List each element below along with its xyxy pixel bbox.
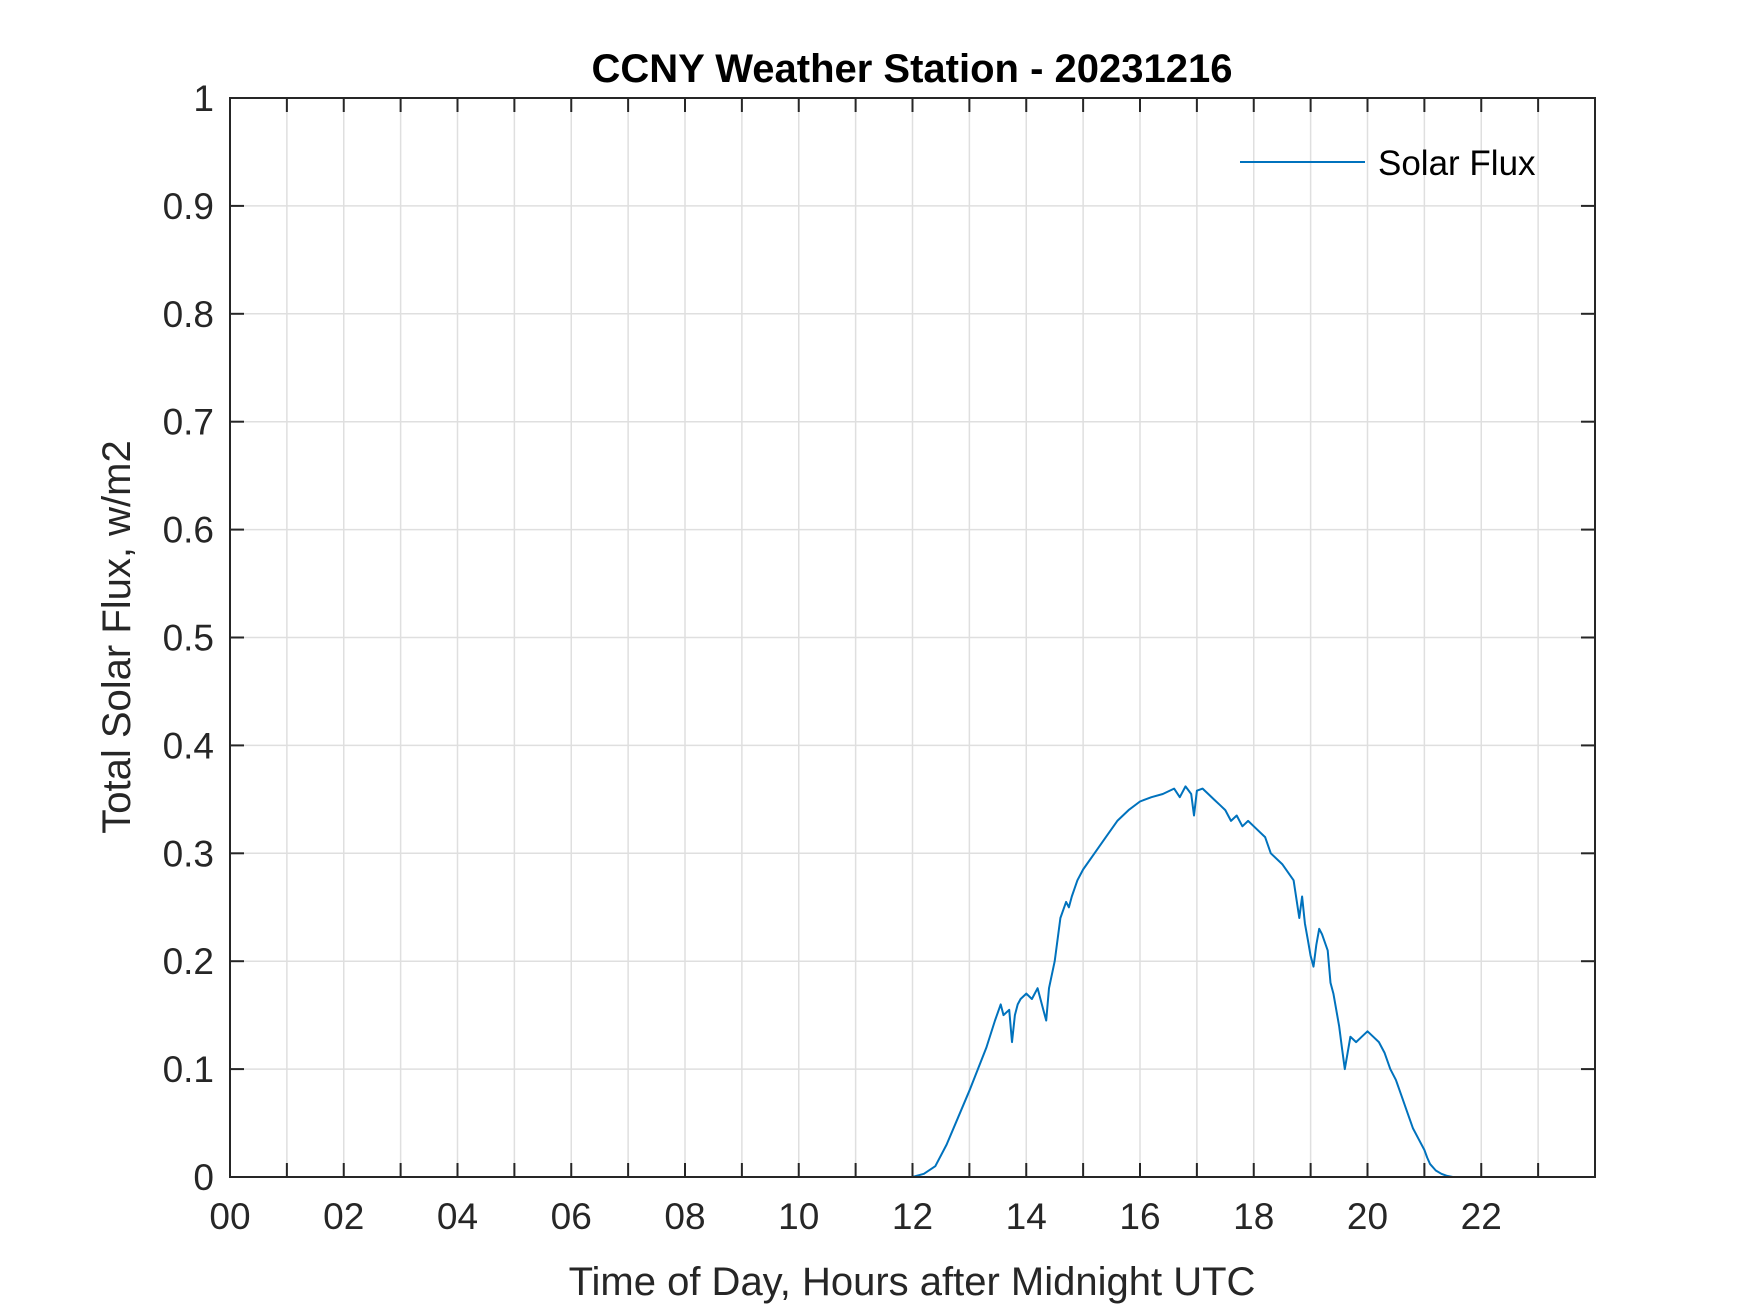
y-tick-label: 0.4 [163, 725, 214, 766]
x-tick-label: 18 [1233, 1196, 1274, 1237]
y-tick-label: 0.3 [163, 833, 214, 874]
x-tick-label: 08 [664, 1196, 705, 1237]
y-tick-label: 0.9 [163, 186, 214, 227]
x-tick-label: 22 [1461, 1196, 1502, 1237]
axis-ticks [229, 97, 1596, 1178]
x-tick-label: 20 [1347, 1196, 1388, 1237]
chart-title: CCNY Weather Station - 20231216 [592, 47, 1233, 91]
x-tick-label: 00 [209, 1196, 250, 1237]
y-tick-label: 0.1 [163, 1049, 214, 1090]
series-line-solar-flux [230, 785, 1595, 1178]
x-tick-label: 16 [1119, 1196, 1160, 1237]
y-tick-label: 0.8 [163, 294, 214, 335]
grid-lines [230, 98, 1595, 1177]
x-tick-label: 12 [892, 1196, 933, 1237]
legend: Solar Flux [1240, 144, 1536, 183]
x-tick-label: 02 [323, 1196, 364, 1237]
series-layer [230, 785, 1595, 1178]
y-tick-label: 0.7 [163, 402, 214, 443]
y-tick-label: 0 [193, 1157, 214, 1198]
x-tick-label: 14 [1006, 1196, 1047, 1237]
y-tick-label: 0.6 [163, 510, 214, 551]
legend-label-solar-flux: Solar Flux [1378, 144, 1536, 183]
y-axis-label: Total Solar Flux, w/m2 [95, 440, 139, 833]
x-tick-label: 04 [437, 1196, 478, 1237]
y-tick-label: 0.2 [163, 941, 214, 982]
y-tick-label: 1 [193, 78, 214, 119]
x-tick-labels: 00 02 04 06 08 10 12 14 16 18 20 22 [209, 1196, 1501, 1237]
x-tick-label: 06 [551, 1196, 592, 1237]
y-tick-labels: 0 0.1 0.2 0.3 0.4 0.5 0.6 0.7 0.8 0.9 1 [163, 78, 214, 1198]
x-axis-label: Time of Day, Hours after Midnight UTC [569, 1260, 1256, 1304]
x-tick-label: 10 [778, 1196, 819, 1237]
y-tick-label: 0.5 [163, 618, 214, 659]
